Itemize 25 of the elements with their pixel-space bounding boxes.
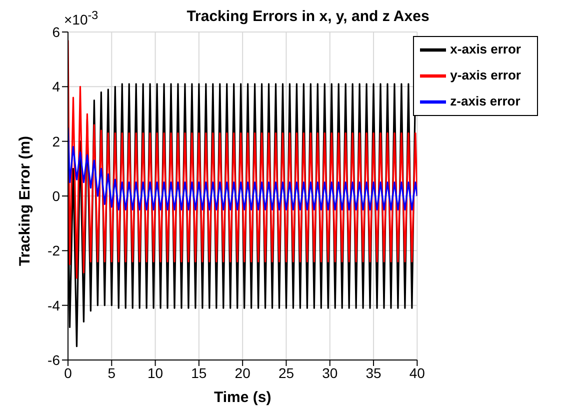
x-tick-label: 35: [366, 364, 382, 381]
y-tick-label: 2: [52, 133, 60, 150]
x-tick-label: 15: [191, 364, 207, 381]
x-tick-label: 30: [322, 364, 338, 381]
y-tick-label: 0: [52, 188, 60, 204]
x-tick-label: 10: [148, 364, 164, 381]
line-series: [68, 126, 418, 210]
y-tick-label: -2: [48, 242, 60, 259]
legend-label: y-axis error: [450, 67, 521, 82]
y-tick-label: -4: [48, 297, 60, 314]
chart-title: Tracking Errors in x, y, and z Axes: [186, 8, 430, 25]
y-tick-label: 4: [52, 78, 60, 95]
y-axis-title: Tracking Error (m): [16, 136, 34, 266]
x-tick-label: 5: [108, 364, 116, 381]
text: ×10$^{-3}$: [64, 9, 98, 28]
x-tick-label: 40: [409, 364, 426, 381]
x-tick-label: 25: [278, 364, 294, 381]
x-axis-title: Time (s): [214, 389, 272, 406]
y-tick-label: -6: [48, 352, 60, 368]
x-tick-label: 0: [64, 364, 72, 381]
y-tick-label: 6: [52, 24, 60, 40]
legend-label: z-axis error: [450, 93, 520, 108]
x-tick-label: 20: [234, 364, 251, 381]
legend-label: x-axis error: [450, 41, 521, 56]
line-series: [68, 39, 418, 279]
